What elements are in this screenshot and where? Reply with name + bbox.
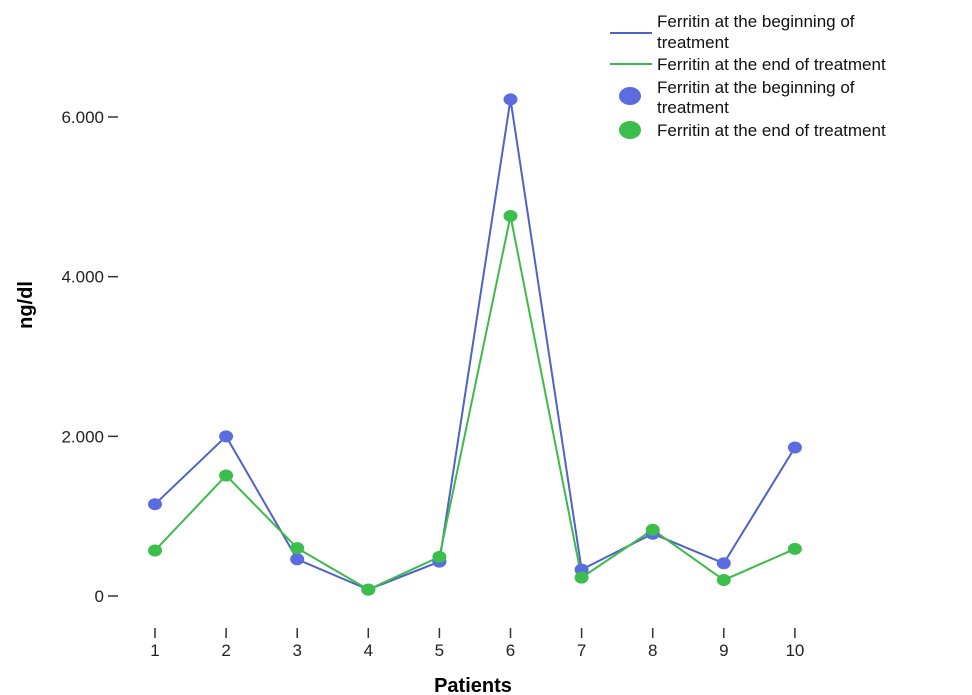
legend-label-line-beginning-1: Ferritin at the beginning of [657,12,855,31]
data-point-beginning-patient-10 [787,441,802,454]
x-tick-label: 2 [221,641,230,660]
legend-label-line-beginning-2: treatment [657,33,729,52]
legend-entry-line-end: Ferritin at the end of treatment [610,55,886,74]
legend-entry-line-beginning: Ferritin at the beginning of treatment [610,12,855,52]
y-axis: 0 2.000 4.000 6.000 [61,108,118,606]
data-point-end-patient-6 [503,209,518,222]
y-tick-label: 2.000 [61,427,104,446]
data-point-beginning-patient-3 [290,553,305,566]
x-tick-label: 6 [506,641,515,660]
data-point-end-patient-9 [716,574,731,587]
legend-label-line-end-1: Ferritin at the end of treatment [657,55,886,74]
x-axis: 1 2 3 4 5 6 7 8 9 10 [150,628,804,660]
data-point-end-patient-2 [219,469,234,482]
legend-entry-marker-end: Ferritin at the end of treatment [619,121,886,140]
legend-marker-swatch-end [619,121,641,139]
data-point-beginning-patient-2 [219,430,234,443]
x-tick-label: 7 [577,641,586,660]
legend-label-marker-end-1: Ferritin at the end of treatment [657,121,886,140]
y-tick-label: 0 [95,587,104,606]
x-tick-label: 5 [435,641,444,660]
x-tick-label: 9 [719,641,728,660]
x-axis-title: Patients [434,675,512,695]
data-point-beginning-patient-6 [503,93,518,106]
data-point-end-patient-4 [361,583,376,596]
series-line-end [154,214,796,591]
series-points [148,93,802,596]
legend: Ferritin at the beginning of treatment F… [610,12,886,140]
series-lines [154,98,796,591]
x-tick-label: 4 [364,641,373,660]
legend-entry-marker-beginning: Ferritin at the beginning of treatment [619,78,855,117]
data-point-end-patient-3 [290,542,305,555]
data-point-end-patient-7 [574,571,589,584]
x-tick-label: 1 [150,641,159,660]
y-tick-label: 6.000 [61,108,104,127]
data-point-end-patient-5 [432,550,447,563]
y-axis-title: ng/dl [15,281,37,329]
legend-label-marker-beginning-1: Ferritin at the beginning of [657,78,855,97]
data-point-beginning-patient-1 [148,498,162,511]
data-point-end-patient-10 [787,542,802,555]
x-tick-label: 3 [292,641,301,660]
series-line-beginning [154,98,796,591]
legend-marker-swatch-beginning [619,87,641,105]
x-tick-label: 10 [785,641,804,660]
data-point-beginning-patient-9 [716,557,731,570]
data-point-end-patient-1 [148,544,162,557]
legend-label-marker-beginning-2: treatment [657,98,729,117]
y-tick-label: 4.000 [61,268,104,287]
x-tick-label: 8 [648,641,657,660]
data-point-end-patient-8 [645,523,660,536]
